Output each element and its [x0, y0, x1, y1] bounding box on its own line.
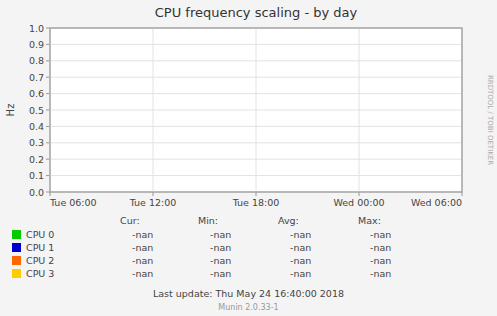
- tick: [46, 142, 50, 143]
- tick: [46, 126, 50, 127]
- tick-label: Tue 06:00: [49, 197, 97, 208]
- legend-stat: -nan: [210, 268, 231, 279]
- tick-label: Tue 12:00: [129, 197, 177, 208]
- tick: [46, 175, 50, 176]
- tick: [153, 192, 154, 196]
- tick-label: 0.1: [29, 170, 44, 181]
- chart: CPU frequency scaling - by day 0.0 0.1 0.2 0…: [0, 0, 497, 316]
- side-text: RRDTOOL / TOBI OETIKER: [486, 75, 494, 165]
- tick-label: 0.6: [29, 88, 44, 99]
- tick: [46, 93, 50, 94]
- title: CPU frequency scaling - by day: [155, 5, 358, 20]
- tick-label: 0.7: [29, 72, 44, 83]
- tick-label: Tue 18:00: [232, 197, 280, 208]
- footer: Last update: Thu May 24 16:40:00 2018: [153, 288, 344, 299]
- grid-line: [359, 28, 360, 192]
- legend-stat: -nan: [290, 229, 311, 240]
- axis-label: Hz: [5, 104, 16, 117]
- legend-stat: -nan: [290, 255, 311, 266]
- tick: [46, 28, 50, 29]
- legend-swatch: [12, 243, 21, 252]
- tick-label: Wed 00:00: [333, 197, 384, 208]
- tick: [46, 60, 50, 61]
- tick-label: 0.5: [29, 105, 44, 116]
- legend-stat: -nan: [132, 268, 153, 279]
- legend-label: CPU 1: [26, 242, 54, 253]
- legend-stat: -nan: [210, 255, 231, 266]
- plot-area: [50, 28, 462, 192]
- tick: [46, 159, 50, 160]
- tick: [359, 192, 360, 196]
- tick: [50, 192, 51, 196]
- legend-stat: -nan: [290, 242, 311, 253]
- plot-frame: [50, 28, 462, 192]
- tick: [46, 44, 50, 45]
- legend-stat: -nan: [370, 242, 391, 253]
- tick-label: 1.0: [29, 23, 44, 34]
- tick: [46, 110, 50, 111]
- legend-swatch: [12, 269, 21, 278]
- grid-line: [153, 28, 154, 192]
- legend-stat: -nan: [210, 229, 231, 240]
- legend-header: Min:: [198, 215, 218, 226]
- legend-stat: -nan: [370, 229, 391, 240]
- tick-label: 0.2: [29, 154, 44, 165]
- legend-stat: -nan: [132, 255, 153, 266]
- legend-stat: -nan: [210, 242, 231, 253]
- legend-header: Avg:: [278, 215, 299, 226]
- tick: [256, 192, 257, 196]
- legend-swatch: [12, 230, 21, 239]
- tick-label: 0.8: [29, 55, 44, 66]
- tick-label: 0.0: [29, 187, 44, 198]
- legend-stat: -nan: [370, 268, 391, 279]
- grid-line: [256, 28, 257, 192]
- tick: [46, 77, 50, 78]
- tick-label: 0.9: [29, 39, 44, 50]
- legend-header: Cur:: [120, 215, 140, 226]
- legend-label: CPU 3: [26, 268, 54, 279]
- legend-swatch: [12, 256, 21, 265]
- tick: [46, 192, 50, 193]
- tick-label: Wed 06:00: [411, 197, 462, 208]
- legend-stat: -nan: [132, 242, 153, 253]
- legend-header: Max:: [358, 215, 381, 226]
- legend-label: CPU 2: [26, 255, 54, 266]
- legend-stat: -nan: [290, 268, 311, 279]
- tick-label: 0.4: [29, 121, 44, 132]
- legend-label: CPU 0: [26, 229, 54, 240]
- tick: [462, 192, 463, 196]
- legend-stat: -nan: [132, 229, 153, 240]
- watermark: Munin 2.0.33-1: [218, 303, 278, 312]
- tick-label: 0.3: [29, 137, 44, 148]
- legend-stat: -nan: [370, 255, 391, 266]
